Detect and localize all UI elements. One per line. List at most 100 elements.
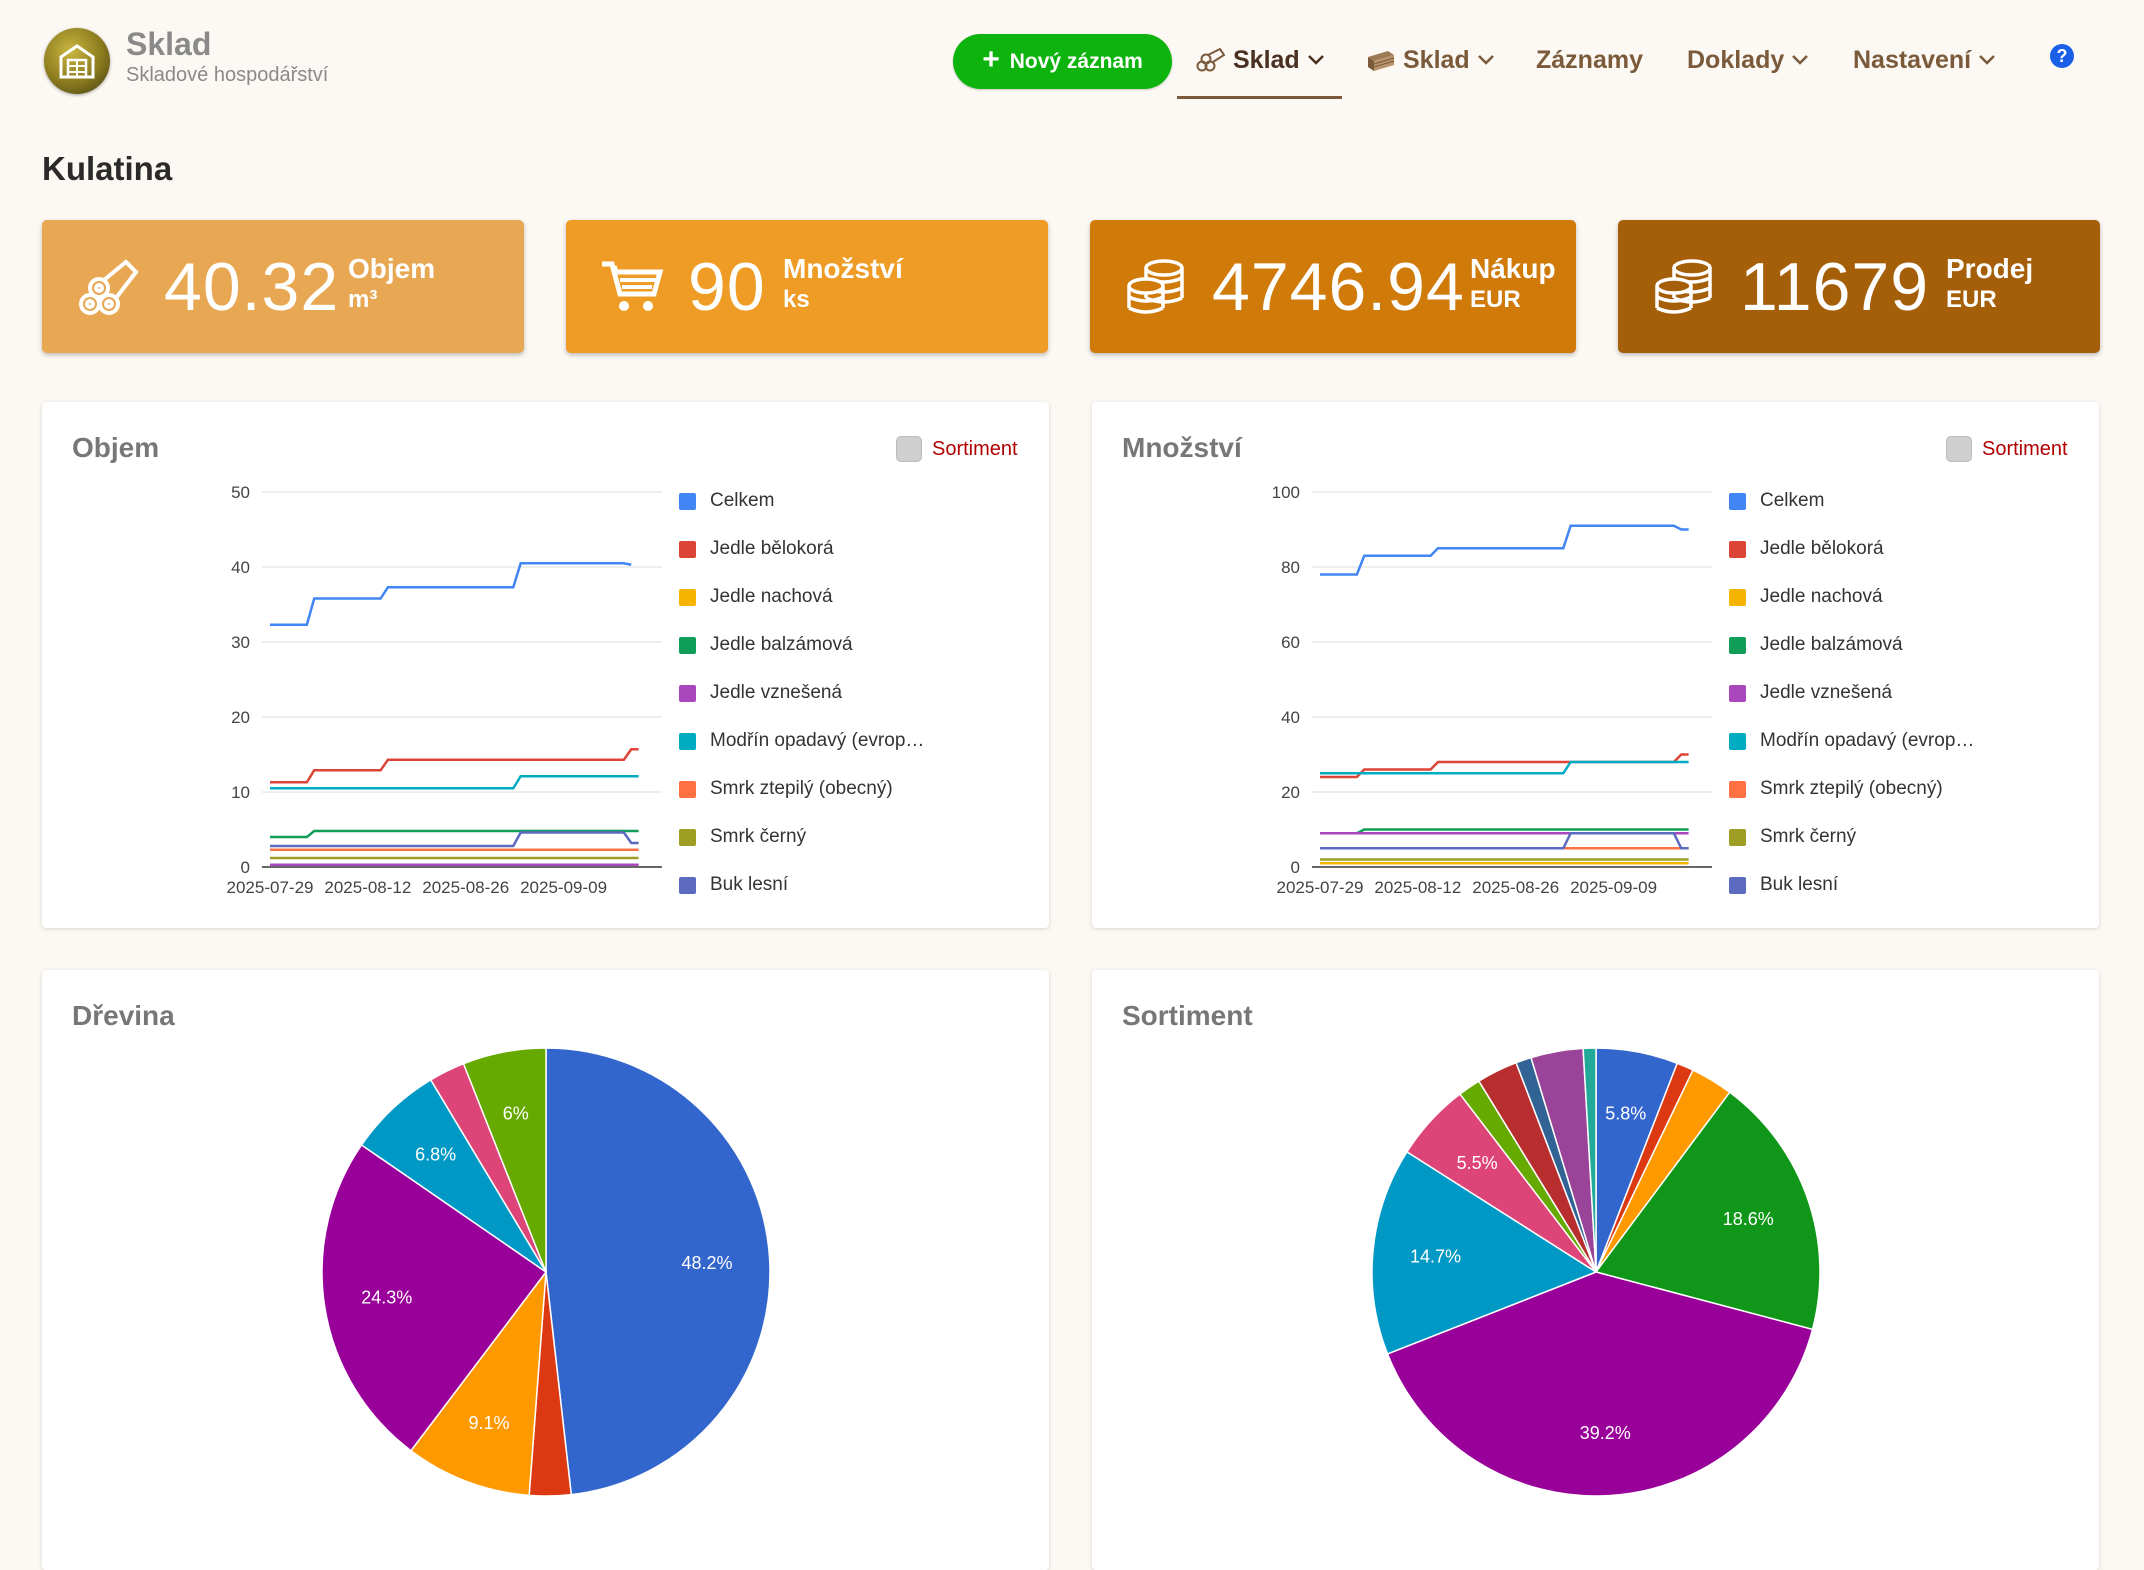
y-tick-label: 20 bbox=[1281, 783, 1300, 802]
x-tick-label: 2025-08-26 bbox=[1472, 878, 1559, 897]
y-tick-label: 30 bbox=[231, 633, 250, 652]
legend-item[interactable]: Jedle bělokorá bbox=[1729, 538, 1884, 560]
series-line bbox=[1320, 760, 1689, 775]
slice-label: 18.6% bbox=[1723, 1209, 1774, 1229]
legend-swatch bbox=[1729, 588, 1746, 606]
nav-sklad-boards[interactable]: Sklad bbox=[1366, 40, 1495, 80]
legend-swatch bbox=[679, 684, 696, 702]
y-tick-label: 100 bbox=[1272, 483, 1300, 502]
legend-label: Celkem bbox=[710, 490, 775, 511]
x-tick-label: 2025-07-29 bbox=[1277, 878, 1364, 897]
stat-unit: m³ bbox=[348, 286, 378, 313]
stat-label: Prodej bbox=[1946, 253, 2034, 284]
boards-icon bbox=[1368, 51, 1395, 71]
legend-item[interactable]: Buk lesní bbox=[679, 874, 788, 896]
stat-unit: ks bbox=[783, 286, 810, 313]
x-tick-label: 2025-07-29 bbox=[227, 878, 314, 897]
chart-panel-sortiment: Sortiment 5.8% 18.6% 39.2% 14.7% 5.5% bbox=[1092, 970, 2099, 1570]
legend-swatch bbox=[679, 780, 696, 798]
legend-item[interactable]: Smrk ztepilý (obecný) bbox=[1729, 778, 1943, 800]
legend-item[interactable]: Jedle balzámová bbox=[1729, 634, 1903, 656]
legend-item[interactable]: Smrk černý bbox=[679, 826, 806, 848]
stat-value: 90 bbox=[688, 249, 766, 325]
stat-unit: EUR bbox=[1946, 286, 1997, 313]
slice-label: 24.3% bbox=[361, 1288, 412, 1308]
brand-title[interactable]: Sklad bbox=[126, 26, 212, 62]
nav-zaznamy[interactable]: Záznamy bbox=[1536, 40, 1643, 80]
stat-unit: EUR bbox=[1470, 286, 1521, 313]
chevron-down-icon bbox=[1792, 55, 1809, 65]
chart-panel-objem: Objem Sortiment 0 10 20 30 40 50 2025-07-29 202… bbox=[42, 402, 1049, 928]
legend-label: Buk lesní bbox=[710, 874, 789, 895]
slice-label: 5.8% bbox=[1605, 1103, 1646, 1123]
nav-label: Záznamy bbox=[1536, 45, 1643, 74]
legend-swatch bbox=[679, 732, 696, 750]
legend-label: Jedle balzámová bbox=[710, 634, 853, 655]
checkbox[interactable] bbox=[896, 436, 922, 462]
active-nav-indicator bbox=[1177, 96, 1342, 99]
y-tick-label: 60 bbox=[1281, 633, 1300, 652]
series-line bbox=[1320, 524, 1689, 576]
slice-label: 14.7% bbox=[1410, 1247, 1461, 1267]
chart-panel-mnozstvi: Množství Sortiment 0 20 40 60 80 100 2025-07-2… bbox=[1092, 402, 2099, 928]
y-tick-label: 10 bbox=[231, 783, 250, 802]
y-tick-label: 80 bbox=[1281, 558, 1300, 577]
legend-item[interactable]: Jedle balzámová bbox=[679, 634, 853, 656]
app-header: Sklad Skladové hospodářství + Nový zázna… bbox=[0, 0, 2144, 110]
x-tick-label: 2025-08-26 bbox=[422, 878, 509, 897]
new-record-label: Nový záznam bbox=[1009, 49, 1143, 73]
legend-item[interactable]: Smrk ztepilý (obecný) bbox=[679, 778, 893, 800]
legend-item[interactable]: Jedle nachová bbox=[679, 586, 833, 608]
legend-item[interactable]: Modřín opadavý (evrop… bbox=[1729, 730, 1974, 752]
legend-item[interactable]: Buk lesní bbox=[1729, 874, 1838, 896]
legend-swatch bbox=[679, 828, 696, 846]
pie-slice bbox=[1386, 1271, 1814, 1497]
legend-swatch bbox=[1729, 540, 1746, 558]
line-chart-objem: 0 10 20 30 40 50 2025-07-29 2025-08-12 2025-08-2… bbox=[227, 483, 662, 897]
sortiment-toggle[interactable]: Sortiment bbox=[1946, 436, 2068, 462]
slice-label: 39.2% bbox=[1580, 1423, 1631, 1443]
slice-label: 9.1% bbox=[468, 1413, 509, 1433]
series-line bbox=[1320, 832, 1689, 850]
y-tick-label: 50 bbox=[231, 483, 250, 502]
legend-item[interactable]: Jedle nachová bbox=[1729, 586, 1883, 608]
new-record-button[interactable]: + Nový záznam bbox=[953, 34, 1172, 89]
series-line bbox=[270, 562, 632, 626]
y-tick-label: 40 bbox=[231, 558, 250, 577]
plus-icon: + bbox=[982, 43, 1000, 76]
legend-item[interactable]: Jedle vznešená bbox=[1729, 682, 1892, 704]
x-tick-label: 2025-08-12 bbox=[1374, 878, 1461, 897]
legend-item[interactable]: Celkem bbox=[679, 490, 774, 512]
legend-item[interactable]: Modřín opadavý (evrop… bbox=[679, 730, 924, 752]
nav-doklady[interactable]: Doklady bbox=[1687, 40, 1809, 80]
legend-label: Smrk černý bbox=[1760, 826, 1857, 847]
legend-swatch bbox=[679, 492, 696, 510]
legend-item[interactable]: Smrk černý bbox=[1729, 826, 1856, 848]
brand-subtitle: Skladové hospodářství bbox=[126, 64, 329, 86]
slice-label: 48.2% bbox=[681, 1253, 732, 1273]
slice-label: 6.8% bbox=[415, 1144, 456, 1164]
app-logo[interactable] bbox=[44, 28, 110, 94]
legend-swatch bbox=[679, 540, 696, 558]
checkbox[interactable] bbox=[1946, 436, 1972, 462]
legend-swatch bbox=[679, 636, 696, 654]
nav-nastaveni[interactable]: Nastavení bbox=[1853, 40, 1996, 80]
y-tick-label: 20 bbox=[231, 708, 250, 727]
legend-swatch bbox=[1729, 684, 1746, 702]
coins-icon bbox=[1655, 259, 1712, 314]
coins-icon bbox=[1127, 259, 1184, 314]
legend-item[interactable]: Jedle vznešená bbox=[679, 682, 842, 704]
legend-label: Jedle bělokorá bbox=[710, 538, 834, 559]
nav-label: Sklad bbox=[1233, 45, 1300, 74]
legend-item[interactable]: Celkem bbox=[1729, 490, 1824, 512]
chart-title: Objem bbox=[72, 432, 160, 463]
y-tick-label: 0 bbox=[1291, 858, 1300, 877]
legend-swatch bbox=[1729, 732, 1746, 750]
help-icon[interactable]: ? bbox=[2050, 44, 2074, 68]
sortiment-toggle[interactable]: Sortiment bbox=[896, 436, 1018, 462]
chart-title: Dřevina bbox=[72, 1000, 175, 1031]
nav-sklad-logs[interactable]: Sklad bbox=[1196, 40, 1325, 80]
legend-label: Modřín opadavý (evrop… bbox=[710, 730, 925, 751]
legend-item[interactable]: Jedle bělokorá bbox=[679, 538, 834, 560]
series-line bbox=[1320, 753, 1689, 779]
